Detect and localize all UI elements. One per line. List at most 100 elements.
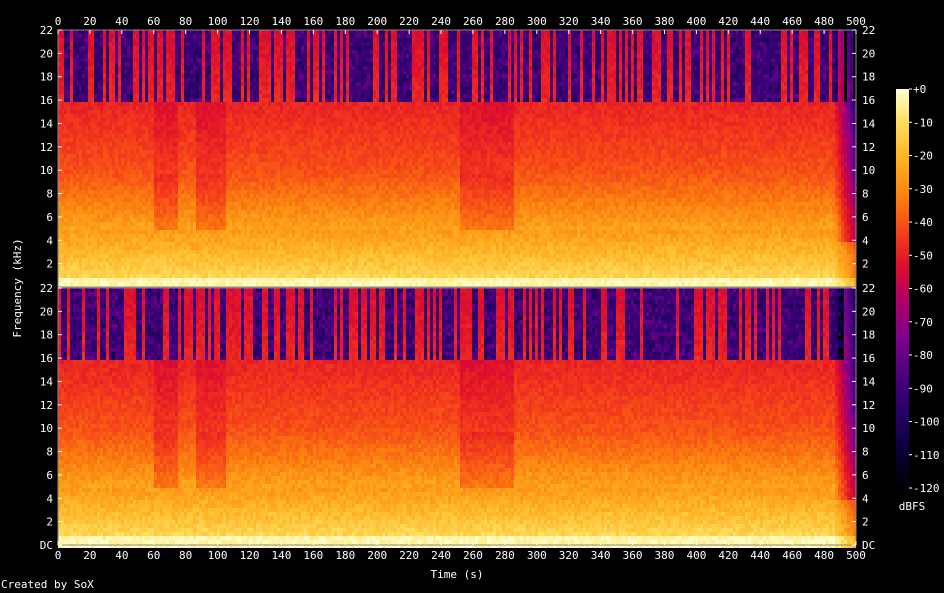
spectrogram-cell	[67, 154, 70, 158]
spectrogram-cell	[178, 246, 181, 250]
spectrogram-cell	[148, 282, 151, 286]
spectrogram-cell	[199, 146, 202, 150]
spectrogram-cell	[166, 194, 169, 198]
spectrogram-cell	[124, 118, 127, 122]
spectrogram-cell	[184, 246, 187, 250]
spectrogram-cell	[100, 114, 103, 118]
spectrogram-cell	[82, 202, 85, 206]
spectrogram-cell	[91, 62, 94, 66]
spectrogram-cell	[220, 134, 223, 138]
spectrogram-cell	[163, 250, 166, 254]
spectrogram-cell	[112, 126, 115, 130]
spectrogram-cell	[244, 122, 247, 126]
spectrogram-cell	[157, 106, 160, 110]
spectrogram-cell	[211, 50, 214, 54]
spectrogram-cell	[91, 278, 94, 282]
spectrogram-cell	[136, 114, 139, 118]
spectrogram-cell	[217, 194, 220, 198]
spectrogram-cell	[193, 38, 196, 42]
spectrogram-cell	[172, 170, 175, 174]
spectrogram-cell	[124, 78, 127, 82]
spectrogram-cell	[133, 246, 136, 250]
spectrogram-cell	[118, 154, 121, 158]
spectrogram-cell	[154, 238, 157, 242]
spectrogram-cell	[151, 78, 154, 82]
spectrogram-cell	[208, 246, 211, 250]
spectrogram-cell	[127, 134, 130, 138]
spectrogram-cell	[127, 242, 130, 246]
spectrogram-cell	[193, 170, 196, 174]
spectrogram-cell	[214, 46, 217, 50]
spectrogram-cell	[139, 138, 142, 142]
spectrogram-cell	[172, 222, 175, 226]
spectrogram-cell	[130, 234, 133, 238]
spectrogram-cell	[181, 122, 184, 126]
spectrogram-cell	[235, 102, 238, 106]
spectrogram-cell	[235, 94, 238, 98]
spectrogram-cell	[250, 210, 253, 214]
spectrogram-cell	[244, 230, 247, 234]
spectrogram-cell	[208, 254, 211, 258]
spectrogram-cell	[160, 210, 163, 214]
spectrogram-cell	[205, 90, 208, 94]
spectrogram-cell	[241, 270, 244, 274]
spectrogram-cell	[64, 246, 67, 250]
spectrogram-cell	[187, 174, 190, 178]
spectrogram-cell	[202, 278, 205, 282]
spectrogram-cell	[85, 86, 88, 90]
spectrogram-cell	[97, 278, 100, 282]
spectrogram-cell	[166, 94, 169, 98]
spectrogram-cell	[208, 182, 211, 186]
spectrogram-cell	[124, 30, 127, 34]
spectrogram-cell	[250, 46, 253, 50]
spectrogram-cell	[172, 122, 175, 126]
spectrogram-cell	[154, 66, 157, 70]
spectrogram-cell	[139, 126, 142, 130]
spectrogram-cell	[67, 106, 70, 110]
spectrogram-cell	[214, 114, 217, 118]
spectrogram-cell	[163, 214, 166, 218]
spectrogram-cell	[220, 242, 223, 246]
spectrogram-cell	[199, 178, 202, 182]
spectrogram-cell	[220, 246, 223, 250]
spectrogram-cell	[124, 278, 127, 282]
spectrogram-cell	[247, 258, 250, 262]
spectrogram-cell	[163, 166, 166, 170]
spectrogram-cell	[121, 190, 124, 194]
spectrogram-cell	[103, 206, 106, 210]
spectrogram-cell	[235, 214, 238, 218]
spectrogram-cell	[127, 30, 130, 34]
spectrogram-cell	[229, 122, 232, 126]
spectrogram-cell	[163, 30, 166, 34]
spectrogram-cell	[136, 250, 139, 254]
spectrogram-cell	[169, 62, 172, 66]
spectrogram-cell	[247, 118, 250, 122]
spectrogram-cell	[184, 86, 187, 90]
spectrogram-cell	[178, 258, 181, 262]
spectrogram-cell	[169, 94, 172, 98]
spectrogram-cell	[238, 170, 241, 174]
spectrogram-cell	[70, 186, 73, 190]
spectrogram-cell	[229, 94, 232, 98]
spectrogram-cell	[112, 90, 115, 94]
spectrogram-cell	[121, 246, 124, 250]
spectrogram-cell	[82, 146, 85, 150]
spectrogram-cell	[232, 214, 235, 218]
spectrogram-cell	[196, 214, 199, 218]
spectrogram-cell	[253, 134, 256, 138]
spectrogram-cell	[103, 166, 106, 170]
spectrogram-cell	[178, 122, 181, 126]
spectrogram-cell	[202, 114, 205, 118]
spectrogram-cell	[190, 270, 193, 274]
spectrogram-cell	[91, 218, 94, 222]
spectrogram-cell	[88, 246, 91, 250]
spectrogram-cell	[208, 50, 211, 54]
spectrogram-cell	[187, 190, 190, 194]
spectrogram-cell	[70, 282, 73, 286]
spectrogram-cell	[256, 114, 259, 118]
spectrogram-cell	[244, 114, 247, 118]
spectrogram-cell	[160, 174, 163, 178]
spectrogram-cell	[82, 262, 85, 266]
spectrogram-cell	[82, 34, 85, 38]
spectrogram-cell	[202, 154, 205, 158]
